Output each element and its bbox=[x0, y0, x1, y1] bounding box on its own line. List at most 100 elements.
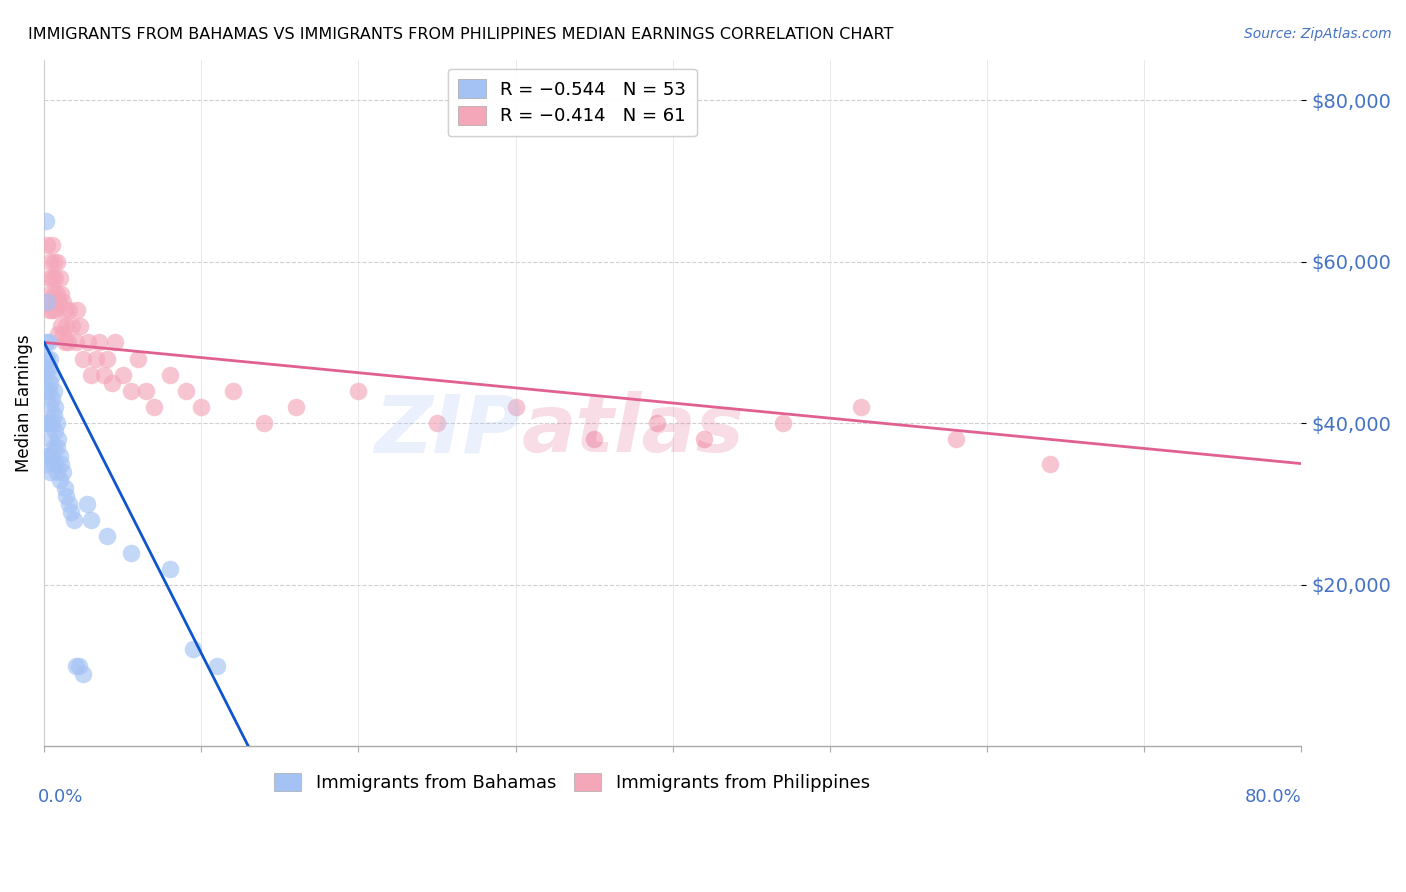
Point bbox=[174, 384, 197, 398]
Point bbox=[39, 254, 62, 268]
Point bbox=[51, 457, 73, 471]
Point bbox=[693, 433, 716, 447]
Point bbox=[111, 368, 134, 382]
Point bbox=[38, 384, 60, 398]
Point bbox=[45, 465, 67, 479]
Point bbox=[253, 416, 276, 430]
Point bbox=[53, 303, 76, 318]
Point bbox=[34, 295, 56, 310]
Point bbox=[120, 384, 142, 398]
Y-axis label: Median Earnings: Median Earnings bbox=[15, 334, 32, 472]
Point bbox=[426, 416, 449, 430]
Point bbox=[46, 433, 69, 447]
Point bbox=[59, 505, 82, 519]
Point bbox=[37, 384, 59, 398]
Point bbox=[1039, 457, 1062, 471]
Point bbox=[60, 319, 83, 334]
Text: Source: ZipAtlas.com: Source: ZipAtlas.com bbox=[1244, 27, 1392, 41]
Point bbox=[34, 416, 56, 430]
Point bbox=[38, 303, 60, 318]
Point bbox=[72, 666, 94, 681]
Point bbox=[39, 287, 62, 301]
Point bbox=[49, 449, 72, 463]
Point bbox=[143, 400, 166, 414]
Point bbox=[49, 473, 72, 487]
Legend: R = −0.544   N = 53, R = −0.414   N = 61: R = −0.544 N = 53, R = −0.414 N = 61 bbox=[447, 69, 697, 136]
Point bbox=[38, 270, 60, 285]
Point bbox=[38, 335, 60, 350]
Point bbox=[42, 254, 65, 268]
Point bbox=[72, 351, 94, 366]
Point bbox=[127, 351, 149, 366]
Point bbox=[100, 376, 122, 390]
Point bbox=[41, 368, 63, 382]
Point bbox=[183, 642, 205, 657]
Text: IMMIGRANTS FROM BAHAMAS VS IMMIGRANTS FROM PHILIPPINES MEDIAN EARNINGS CORRELATI: IMMIGRANTS FROM BAHAMAS VS IMMIGRANTS FR… bbox=[28, 27, 893, 42]
Point bbox=[41, 270, 63, 285]
Text: atlas: atlas bbox=[522, 392, 745, 469]
Point bbox=[44, 457, 66, 471]
Point bbox=[69, 319, 91, 334]
Point bbox=[51, 319, 73, 334]
Point bbox=[45, 441, 67, 455]
Point bbox=[42, 384, 65, 398]
Point bbox=[44, 425, 66, 439]
Point bbox=[39, 351, 62, 366]
Point bbox=[222, 384, 245, 398]
Point bbox=[63, 513, 86, 527]
Point bbox=[37, 457, 59, 471]
Point bbox=[53, 335, 76, 350]
Point bbox=[37, 351, 59, 366]
Point bbox=[159, 368, 181, 382]
Text: 0.0%: 0.0% bbox=[38, 788, 83, 805]
Point bbox=[39, 400, 62, 414]
Text: 80.0%: 80.0% bbox=[1244, 788, 1302, 805]
Point bbox=[583, 433, 606, 447]
Point bbox=[45, 416, 67, 430]
Point bbox=[76, 497, 98, 511]
Point bbox=[34, 368, 56, 382]
Point bbox=[190, 400, 212, 414]
Point bbox=[772, 416, 794, 430]
Point bbox=[56, 335, 79, 350]
Point bbox=[41, 303, 63, 318]
Point bbox=[38, 449, 60, 463]
Point bbox=[38, 416, 60, 430]
Point bbox=[44, 270, 66, 285]
Point bbox=[34, 214, 56, 228]
Point bbox=[45, 254, 67, 268]
Point bbox=[37, 238, 59, 252]
Point bbox=[39, 465, 62, 479]
Point bbox=[945, 433, 967, 447]
Point bbox=[38, 359, 60, 374]
Text: ZIP: ZIP bbox=[374, 392, 522, 469]
Point bbox=[93, 368, 115, 382]
Point bbox=[347, 384, 370, 398]
Point bbox=[284, 400, 307, 414]
Point bbox=[52, 295, 75, 310]
Point bbox=[87, 335, 110, 350]
Point bbox=[45, 287, 67, 301]
Point bbox=[46, 295, 69, 310]
Point bbox=[41, 238, 63, 252]
Point bbox=[65, 658, 87, 673]
Point bbox=[42, 408, 65, 422]
Point bbox=[55, 489, 77, 503]
Point bbox=[34, 449, 56, 463]
Point bbox=[41, 392, 63, 406]
Point bbox=[34, 335, 56, 350]
Point bbox=[159, 562, 181, 576]
Point bbox=[52, 327, 75, 342]
Point bbox=[37, 295, 59, 310]
Point bbox=[49, 270, 72, 285]
Point bbox=[66, 303, 89, 318]
Point bbox=[41, 449, 63, 463]
Point bbox=[39, 433, 62, 447]
Point bbox=[851, 400, 873, 414]
Point bbox=[42, 287, 65, 301]
Point bbox=[41, 416, 63, 430]
Point bbox=[46, 327, 69, 342]
Point bbox=[44, 400, 66, 414]
Point bbox=[505, 400, 527, 414]
Point bbox=[52, 465, 75, 479]
